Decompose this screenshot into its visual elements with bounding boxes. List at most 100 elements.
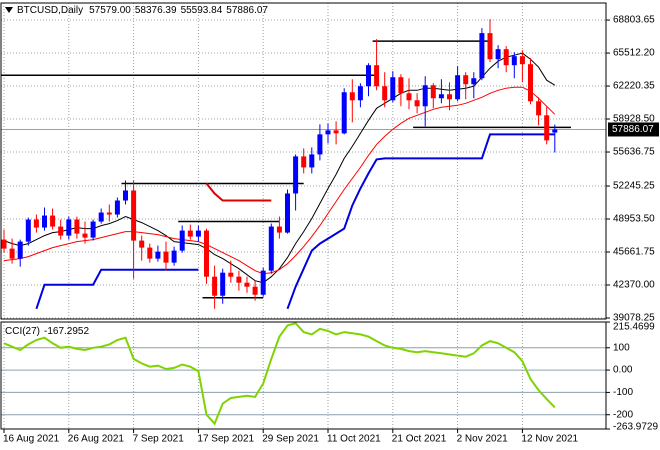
candle-body [552,129,558,133]
x-tick-label: 2 Nov 2021 [457,434,509,445]
overlay-line [35,133,555,310]
candle-body [25,219,31,242]
candle-body [471,78,477,85]
candle-body [147,247,153,259]
candle-body [301,156,307,168]
candle-body [544,115,550,141]
y-tick-label: 55636.75 [613,147,655,158]
candle-body [536,101,542,116]
main-frame [0,2,607,320]
candle-body [455,75,461,100]
indicator-last: -167.2952 [44,326,89,337]
y-tick-label: 65512.20 [613,48,655,59]
candle-body [268,226,274,271]
candle-body [212,276,218,296]
x-tick-label: 21 Oct 2021 [392,434,447,445]
x-tick-label: 12 Nov 2021 [521,434,578,445]
indicator-line [3,322,556,426]
indicator-y-tick-label: -100 [613,387,633,398]
candle-body [430,85,436,99]
indicator-y-tick-label: 0.00 [613,365,633,376]
candle-body [382,86,388,101]
candle-body [309,154,315,168]
y-tick-label: 52245.25 [613,181,655,192]
candle-body [366,65,371,87]
indicator-y-tick-label: -263.9729 [613,422,658,433]
candle-body [317,134,323,155]
candle-body [131,190,137,241]
candle-body [66,219,72,236]
candle-body [171,250,177,263]
y-tick-label: 62220.35 [613,81,655,92]
candle-body [98,212,104,222]
candle-body [293,156,299,194]
candle-body [1,239,7,249]
candle-body [9,248,15,259]
candle-body [285,193,290,233]
candle-body [236,276,242,283]
overlay-line [3,86,556,275]
x-tick-label: 26 Aug 2021 [68,434,125,445]
symbol: BTCUSD,Daily [17,5,83,16]
candle-body [438,94,444,99]
y-tick-label: 58928.50 [613,114,655,125]
candle-body [479,33,485,79]
candle-body [139,240,145,248]
candle-body [195,230,201,237]
indicator-y-tick-label: 215.4699 [613,322,655,333]
header-high: 58376.39 [135,5,177,16]
candle-body [390,77,396,101]
chart-header: BTCUSD,Daily 57579.00 58376.39 55593.84 5788… [17,5,268,16]
candle-body [74,219,80,234]
menu-triangle [5,7,13,13]
overlay-line [205,182,272,202]
candle-body [487,33,493,60]
x-tick-label: 16 Aug 2021 [3,434,60,445]
y-tick-label: 68803.65 [613,15,655,26]
candle-body [519,56,525,65]
candle-body [325,130,331,135]
candle-body [374,65,380,87]
x-tick-label: 11 Oct 2021 [327,434,381,445]
candle-body [511,56,517,66]
y-tick-label: 39078.25 [613,313,655,324]
candle-body [163,251,169,263]
y-tick-label: 45661.75 [613,247,655,258]
indicator-title: CCI(27) [5,326,40,337]
candle-body [252,286,258,295]
candle-body [228,272,234,277]
header-low: 55593.84 [181,5,223,16]
header-close: 57886.07 [226,5,268,16]
candle-body [187,230,193,237]
candle-body [406,93,412,101]
candle-body [447,94,452,100]
marks [1,19,571,426]
indicator-y-tick-label: 100 [613,342,630,353]
overlay-line [3,52,556,284]
indicator-frame [0,321,607,430]
candle-body [357,86,363,101]
candle-body [114,200,120,215]
candle-body [42,215,47,228]
candle-body [341,92,347,134]
candle-body [276,226,282,233]
candle-body [463,75,469,85]
candle-body [58,226,64,236]
candle-body [179,230,185,251]
candle-body [503,49,509,66]
current-price-label: 57886.07 [612,124,654,135]
candle-body [82,233,88,238]
y-tick-label: 48953.50 [613,214,655,225]
candle-body [90,221,96,238]
candle-body [495,49,501,60]
header-open: 57579.00 [89,5,131,16]
candle-body [106,212,112,215]
indicator-y-tick-label: -200 [613,409,633,420]
candle-body [155,251,161,259]
candle-body [204,230,209,277]
y-tick-label: 42370.00 [613,280,655,291]
candle-body [17,241,23,259]
candle-body [33,219,39,228]
